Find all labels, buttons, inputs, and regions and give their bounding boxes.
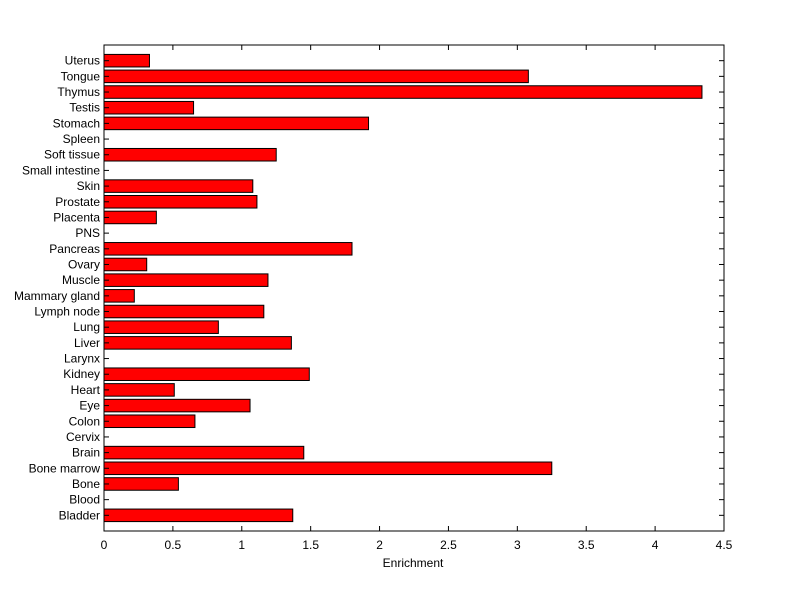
- x-tick-label-2: 1: [238, 538, 245, 552]
- y-tick-label-larynx: Larynx: [64, 352, 100, 366]
- bar-ovary: [103, 257, 148, 272]
- y-tick-label-mammary-gland: Mammary gland: [14, 289, 100, 303]
- y-tick-label-stomach: Stomach: [53, 116, 100, 130]
- x-tick-label-7: 3.5: [578, 538, 595, 552]
- bar-bone-marrow: [103, 461, 553, 476]
- y-tick-label-small-intestine: Small intestine: [22, 163, 100, 177]
- bar-eye: [103, 398, 251, 413]
- y-tick-label-bone: Bone: [72, 477, 100, 491]
- x-tick-label-5: 2.5: [440, 538, 457, 552]
- bar-prostate: [103, 195, 258, 209]
- ticks-layer: [103, 45, 725, 531]
- y-tick-label-brain: Brain: [72, 446, 100, 460]
- x-tick-label-8: 4: [652, 538, 659, 552]
- y-tick-label-prostate: Prostate: [55, 195, 100, 209]
- bar-tongue: [103, 69, 529, 84]
- y-tick-label-spleen: Spleen: [63, 132, 100, 146]
- bar-colon: [103, 414, 196, 429]
- y-tick-label-liver: Liver: [74, 336, 100, 350]
- bar-heart: [103, 383, 175, 397]
- bars-layer: [103, 53, 703, 523]
- y-tick-label-eye: Eye: [79, 399, 100, 413]
- bar-muscle: [103, 273, 269, 287]
- bar-stomach: [103, 116, 370, 131]
- plot-frame: [103, 44, 725, 532]
- bar-testis: [103, 100, 195, 115]
- bar-lymph-node: [103, 304, 265, 319]
- bar-uterus: [103, 53, 150, 68]
- bar-thymus: [103, 85, 703, 99]
- y-tick-label-cervix: Cervix: [66, 430, 100, 444]
- bar-kidney: [103, 367, 310, 381]
- x-axis-label: Enrichment: [383, 556, 444, 570]
- y-tick-label-bladder: Bladder: [59, 508, 100, 522]
- x-tick-label-6: 3: [514, 538, 521, 552]
- y-tick-label-uterus: Uterus: [65, 54, 100, 68]
- y-tick-label-bone-marrow: Bone marrow: [29, 461, 101, 475]
- x-tick-label-1: 0.5: [165, 538, 182, 552]
- x-tick-label-3: 1.5: [302, 538, 319, 552]
- bar-skin: [103, 179, 254, 193]
- y-tick-label-kidney: Kidney: [63, 367, 100, 381]
- bar-bladder: [103, 508, 294, 523]
- bar-liver: [103, 336, 292, 350]
- bar-placenta: [103, 210, 157, 225]
- y-tick-label-muscle: Muscle: [62, 273, 100, 287]
- x-tick-label-4: 2: [376, 538, 383, 552]
- y-tick-label-ovary: Ovary: [68, 257, 100, 271]
- bar-soft-tissue: [103, 147, 277, 162]
- y-tick-label-tongue: Tongue: [61, 69, 101, 83]
- bar-bone: [103, 477, 179, 491]
- y-tick-label-colon: Colon: [69, 414, 100, 428]
- y-tick-label-thymus: Thymus: [57, 85, 100, 99]
- bar-lung: [103, 320, 219, 334]
- y-tick-label-lymph-node: Lymph node: [34, 305, 100, 319]
- bar-brain: [103, 445, 305, 460]
- x-tick-label-9: 4.5: [716, 538, 733, 552]
- y-tick-label-lung: Lung: [73, 320, 100, 334]
- x-tick-label-0: 0: [101, 538, 108, 552]
- y-tick-label-placenta: Placenta: [53, 210, 100, 224]
- y-tick-label-pns: PNS: [75, 226, 100, 240]
- y-tick-label-soft-tissue: Soft tissue: [44, 148, 100, 162]
- y-tick-label-testis: Testis: [69, 101, 100, 115]
- y-tick-label-skin: Skin: [77, 179, 100, 193]
- y-tick-label-blood: Blood: [69, 493, 100, 507]
- y-tick-label-heart: Heart: [71, 383, 101, 397]
- y-tick-label-pancreas: Pancreas: [49, 242, 100, 256]
- bar-pancreas: [103, 242, 353, 256]
